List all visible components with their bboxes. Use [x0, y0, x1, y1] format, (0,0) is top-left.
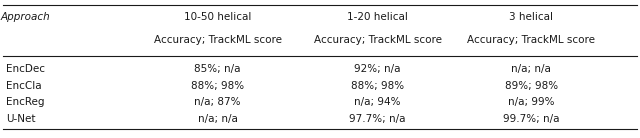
Text: n/a; 99%: n/a; 99%	[508, 97, 554, 107]
Text: n/a; 87%: n/a; 87%	[195, 97, 241, 107]
Text: Approach: Approach	[1, 12, 51, 22]
Text: 85%; n/a: 85%; n/a	[195, 64, 241, 74]
Text: n/a; n/a: n/a; n/a	[198, 114, 237, 124]
Text: Accuracy; TrackML score: Accuracy; TrackML score	[154, 35, 282, 45]
Text: n/a; n/a: n/a; n/a	[511, 64, 551, 74]
Text: 1-20 helical: 1-20 helical	[347, 12, 408, 22]
Text: 88%; 98%: 88%; 98%	[191, 81, 244, 91]
Text: 99.7%; n/a: 99.7%; n/a	[503, 114, 559, 124]
Text: EncDec: EncDec	[6, 64, 45, 74]
Text: 97.7%; n/a: 97.7%; n/a	[349, 114, 406, 124]
Text: 89%; 98%: 89%; 98%	[504, 81, 558, 91]
Text: EncCla: EncCla	[6, 81, 42, 91]
Text: 92%; n/a: 92%; n/a	[355, 64, 401, 74]
Text: Accuracy; TrackML score: Accuracy; TrackML score	[467, 35, 595, 45]
Text: n/a; 94%: n/a; 94%	[355, 97, 401, 107]
Text: U-Net: U-Net	[6, 114, 36, 124]
Text: 88%; 98%: 88%; 98%	[351, 81, 404, 91]
Text: EncReg: EncReg	[6, 97, 45, 107]
Text: Accuracy; TrackML score: Accuracy; TrackML score	[314, 35, 442, 45]
Text: 3 helical: 3 helical	[509, 12, 553, 22]
Text: 10-50 helical: 10-50 helical	[184, 12, 252, 22]
